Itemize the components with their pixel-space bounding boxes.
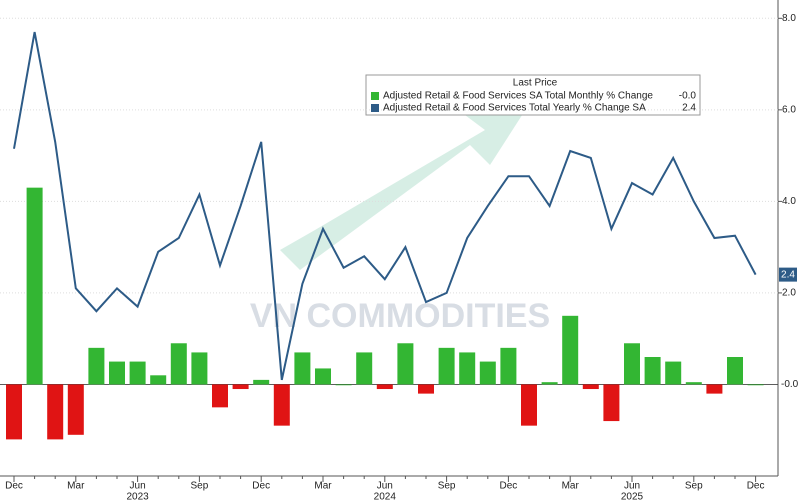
bar <box>438 347 455 385</box>
bar <box>315 368 331 385</box>
bar <box>253 379 270 385</box>
x-tick-label: Mar <box>67 481 85 492</box>
bar <box>335 384 352 386</box>
legend-value: -0.0 <box>679 91 697 102</box>
last-value-badge <box>779 267 797 282</box>
bar <box>6 384 22 440</box>
last-value-label: 2.4 <box>781 269 795 280</box>
bar <box>397 343 414 385</box>
x-tick-label: Sep <box>438 481 456 492</box>
bar <box>150 375 167 385</box>
legend-label: Adjusted Retail & Food Services SA Total… <box>383 91 653 102</box>
bar <box>88 347 105 385</box>
bar <box>459 352 476 385</box>
y-tick-label: 8.0 <box>782 13 796 24</box>
bar <box>47 384 64 440</box>
legend-title: Last Price <box>513 78 558 89</box>
bar <box>273 384 290 426</box>
x-tick-label: Mar <box>314 481 332 492</box>
legend-box <box>365 74 701 116</box>
year-label: 2023 <box>126 492 149 503</box>
legend-value: 2.4 <box>682 103 696 114</box>
bar <box>665 361 682 385</box>
watermark: VN COMMODITIES <box>250 297 550 335</box>
y-tick-label: 4.0 <box>782 196 796 207</box>
x-tick-label: Dec <box>252 481 270 492</box>
bar <box>644 357 661 385</box>
watermark-arrow <box>280 95 535 270</box>
legend: Last Price <box>365 74 701 116</box>
bar <box>624 343 640 385</box>
bar <box>747 384 764 386</box>
year-label: 2025 <box>621 492 644 503</box>
bar <box>500 347 517 385</box>
line <box>13 31 757 381</box>
bar <box>191 352 208 385</box>
bar <box>129 361 146 385</box>
bar <box>356 352 373 385</box>
x-tick-label: Jun <box>130 481 146 492</box>
year-label: 2024 <box>374 492 397 503</box>
x-tick-label: Sep <box>685 481 703 492</box>
bar <box>212 384 228 408</box>
bar <box>67 384 84 435</box>
legend-swatch <box>371 92 379 100</box>
bar <box>232 384 249 390</box>
bar <box>170 343 187 385</box>
bar <box>418 384 434 394</box>
last-value-label: -0.0 <box>781 379 799 390</box>
bar <box>521 384 537 426</box>
bar <box>685 382 702 385</box>
x-tick-label: Dec <box>500 481 518 492</box>
bar <box>109 361 125 385</box>
legend-swatch <box>371 104 379 112</box>
x-tick-label: Dec <box>747 481 765 492</box>
bar <box>376 384 393 390</box>
y-tick-label: 6.0 <box>782 104 796 115</box>
bar <box>294 352 311 385</box>
x-tick-label: Jun <box>624 481 640 492</box>
bar <box>603 384 620 422</box>
legend-label: Adjusted Retail & Food Services Total Ye… <box>383 103 646 114</box>
x-tick-label: Sep <box>191 481 209 492</box>
bar <box>706 384 723 394</box>
y-tick-label: 2.0 <box>782 288 796 299</box>
bar <box>727 357 743 385</box>
x-tick-label: Jun <box>377 481 393 492</box>
bar <box>562 315 579 385</box>
bar <box>541 382 558 385</box>
x-tick-label: Dec <box>5 481 23 492</box>
bar <box>26 187 43 385</box>
x-tick-label: Mar <box>562 481 580 492</box>
bar <box>479 361 496 385</box>
bar <box>582 384 599 390</box>
